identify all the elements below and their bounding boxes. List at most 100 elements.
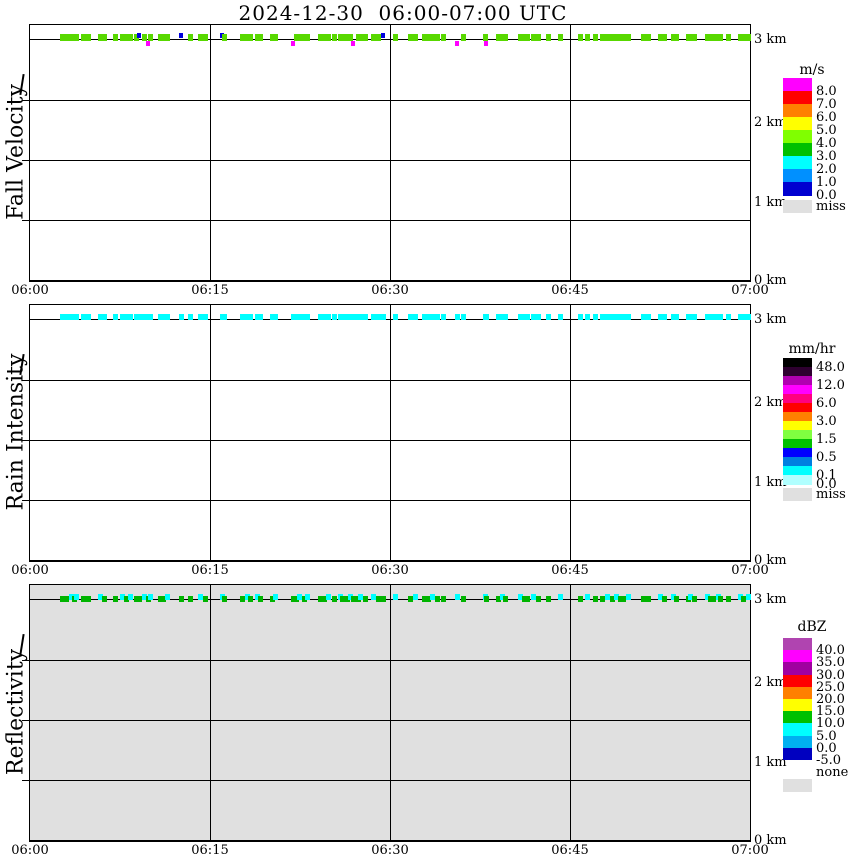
axis-tick-left xyxy=(22,500,30,501)
time-label: 07:00 xyxy=(731,563,769,578)
axis-tick-left xyxy=(22,660,30,661)
data-mark xyxy=(610,314,615,320)
data-mark xyxy=(688,314,693,320)
data-mark xyxy=(704,34,710,41)
data-mark xyxy=(258,314,264,320)
data-mark xyxy=(301,34,307,41)
legend-box xyxy=(783,674,812,688)
data-mark xyxy=(102,34,108,41)
legend-label: 30.0 xyxy=(816,667,845,683)
legend-box xyxy=(783,475,812,485)
data-mark xyxy=(325,594,331,600)
data-mark xyxy=(641,596,647,602)
time-label: 06:45 xyxy=(551,563,589,578)
legend-box xyxy=(783,367,812,377)
data-mark xyxy=(610,596,615,602)
data-mark xyxy=(164,594,170,600)
data-mark xyxy=(73,34,79,41)
data-mark xyxy=(718,596,723,602)
data-mark xyxy=(392,594,398,600)
data-mark xyxy=(97,314,103,320)
data-mark xyxy=(530,314,536,320)
data-mark xyxy=(120,314,126,320)
data-mark xyxy=(461,596,467,602)
data-mark xyxy=(740,596,746,602)
data-mark xyxy=(658,34,663,41)
data-mark xyxy=(80,314,86,320)
data-mark xyxy=(113,314,119,320)
data-mark xyxy=(187,596,193,602)
legend-box xyxy=(783,104,812,118)
data-mark xyxy=(220,33,224,38)
data-mark xyxy=(726,596,732,602)
data-mark xyxy=(740,314,746,320)
gridline-vertical xyxy=(570,25,571,280)
data-mark xyxy=(203,596,209,602)
data-mark xyxy=(426,314,432,320)
data-mark xyxy=(430,314,435,320)
height-label: 1 km xyxy=(754,755,787,770)
data-mark xyxy=(646,596,651,602)
legend-label: 0.1 xyxy=(816,468,837,483)
height-label: 3 km xyxy=(754,592,787,607)
data-mark xyxy=(97,594,103,600)
data-mark xyxy=(301,314,307,320)
height-label: 0 km xyxy=(754,553,787,568)
data-mark xyxy=(577,314,583,320)
data-mark xyxy=(524,34,530,41)
data-mark xyxy=(198,34,204,41)
data-mark xyxy=(710,314,716,320)
data-mark xyxy=(344,596,350,602)
data-mark xyxy=(113,596,119,602)
gridline-vertical xyxy=(390,585,391,840)
data-mark xyxy=(371,34,377,41)
data-mark xyxy=(430,594,435,600)
axis-tick-left xyxy=(22,780,30,781)
legend-box xyxy=(783,421,812,431)
data-mark xyxy=(530,34,536,41)
data-mark xyxy=(745,314,751,320)
height-label: 0 km xyxy=(754,833,787,848)
data-mark xyxy=(376,34,381,41)
data-mark xyxy=(60,34,66,41)
data-mark xyxy=(376,314,381,320)
data-mark xyxy=(340,314,345,320)
legend-box xyxy=(783,394,812,404)
legend-box xyxy=(783,650,812,663)
data-mark xyxy=(322,34,327,41)
height-label: 2 km xyxy=(754,115,787,130)
legend-label: 4.0 xyxy=(816,136,837,151)
data-mark xyxy=(305,314,311,320)
axis-tick-left xyxy=(22,160,30,161)
legend-box xyxy=(783,699,812,712)
data-mark xyxy=(610,34,615,41)
legend-title-dbz: dBZ xyxy=(797,619,827,635)
data-mark xyxy=(482,34,488,41)
data-mark xyxy=(73,594,79,600)
data-mark xyxy=(60,596,66,602)
legend-label: 6.0 xyxy=(816,396,837,411)
legend-box xyxy=(783,182,812,196)
data-mark xyxy=(113,34,119,41)
data-mark xyxy=(430,34,435,41)
data-mark xyxy=(254,34,260,41)
data-mark xyxy=(499,594,505,600)
data-mark xyxy=(499,314,505,320)
data-mark xyxy=(718,34,723,41)
legend-box xyxy=(783,358,812,368)
plot-title: 2024-12-30 06:00-07:00 UTC xyxy=(238,1,568,25)
data-mark xyxy=(164,314,170,320)
time-label: 06:15 xyxy=(191,283,229,298)
data-mark xyxy=(461,314,467,320)
height-label: 2 km xyxy=(754,395,787,410)
data-mark xyxy=(325,34,331,41)
data-mark xyxy=(392,34,398,41)
axis-tick-left xyxy=(22,440,30,441)
data-mark xyxy=(296,314,302,320)
legend-label: 0.0 xyxy=(816,188,837,203)
legend-title-ms: m/s xyxy=(799,62,825,78)
data-mark xyxy=(301,596,307,602)
data-mark xyxy=(80,34,86,41)
data-mark xyxy=(124,34,129,41)
data-mark xyxy=(371,314,377,320)
